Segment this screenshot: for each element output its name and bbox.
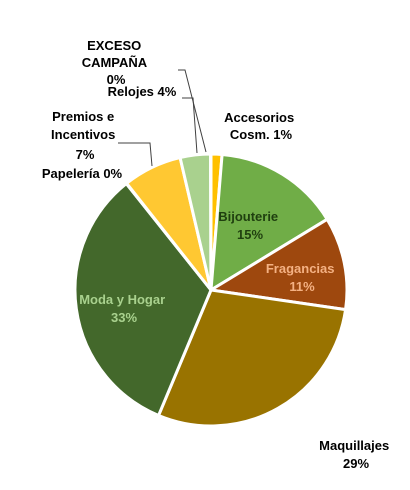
label-papeleria-line1: Papelería 0%: [42, 166, 123, 181]
label-premios-line3: 7%: [76, 147, 95, 162]
label-maquillajes-line2: 29%: [343, 456, 369, 471]
label-relojes-line1: Relojes 4%: [108, 84, 177, 99]
data-labels: EXCESO CAMPAÑA 0% Relojes 4% Premios e I…: [42, 38, 393, 471]
label-moda-line2: 33%: [111, 310, 137, 325]
label-exceso-line3: 0%: [107, 72, 126, 87]
pie-slice-maquillajes: [157, 288, 348, 428]
leader-premios: [118, 142, 153, 167]
label-moda: Moda y Hogar 33%: [79, 292, 169, 325]
label-fragancias-line2: 11%: [289, 279, 315, 294]
pie-slice-bijouterie: [209, 152, 329, 292]
label-fragancias-line1: Fragancias: [266, 261, 335, 276]
label-exceso-line1: EXCESO: [87, 38, 141, 53]
label-bijouterie-line2: 15%: [237, 227, 263, 242]
label-relojes: Relojes 4%: [108, 84, 177, 99]
label-accesorios-line1: Accesorios: [224, 110, 294, 125]
label-premios-line1: Premios e: [52, 109, 114, 124]
label-fragancias: Fragancias 11%: [266, 261, 338, 294]
pie-slices: [73, 152, 349, 428]
label-bijouterie: Bijouterie 15%: [218, 209, 282, 242]
label-accesorios: Accesorios Cosm. 1%: [224, 110, 298, 142]
leader-relojes: [182, 97, 198, 154]
leader-exceso: [178, 69, 207, 153]
label-maquillajes: Maquillajes 29%: [319, 438, 393, 471]
label-premios: Premios e Incentivos 7%: [51, 109, 119, 162]
pie-slice-moda-y-hogar: [73, 182, 213, 417]
label-exceso-line2: CAMPAÑA: [82, 55, 148, 70]
label-bijouterie-line1: Bijouterie: [218, 209, 278, 224]
label-exceso: EXCESO CAMPAÑA 0%: [82, 38, 151, 87]
label-maquillajes-line1: Maquillajes: [319, 438, 389, 453]
leader-lines: [118, 69, 207, 167]
label-accesorios-line2: Cosm. 1%: [230, 127, 293, 142]
label-premios-line2: Incentivos: [51, 127, 115, 142]
pie-slice-fragancias: [209, 217, 349, 312]
label-papeleria: Papelería 0%: [42, 166, 123, 181]
label-moda-line1: Moda y Hogar: [79, 292, 165, 307]
